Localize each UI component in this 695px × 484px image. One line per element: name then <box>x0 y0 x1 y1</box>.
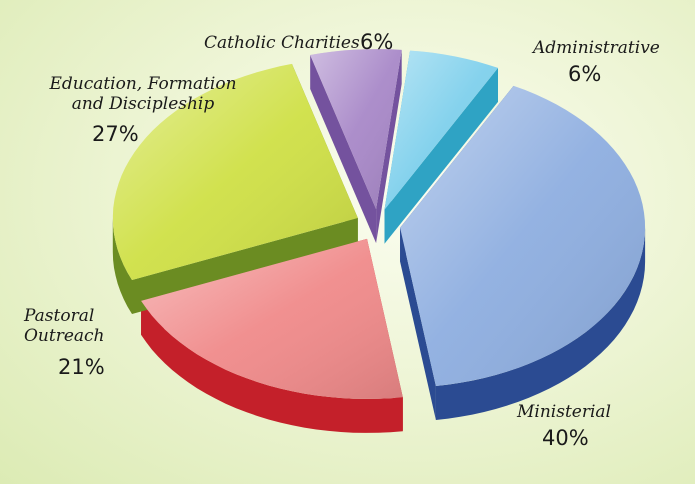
label-ministerial: Ministerial <box>517 402 611 422</box>
slice-highlight-administrative <box>384 50 498 210</box>
pct-administrative: 6% <box>568 62 602 86</box>
slice-side-catholic-charities <box>376 49 402 244</box>
slice-wall-pastoral-outreach <box>141 300 403 433</box>
slice-wall-education-formation-and-discipleship <box>112 218 132 314</box>
label-catholic-charities: Catholic Charities <box>204 33 360 53</box>
pct-catholic-charities: 6% <box>360 30 394 54</box>
slice-highlight-catholic-charities <box>310 49 402 210</box>
pct-education: 27% <box>92 122 139 146</box>
slice-side-catholic-charities <box>310 55 377 244</box>
slice-side-ministerial <box>400 227 436 420</box>
slice-wall-ministerial <box>435 227 646 420</box>
slice-highlight-education-formation-and-discipleship <box>112 63 358 281</box>
slice-side-administrative <box>384 67 498 244</box>
label-pastoral-outreach: Pastoral Outreach <box>24 306 105 346</box>
slice-highlight-pastoral-outreach <box>141 238 403 399</box>
pct-pastoral-outreach: 21% <box>58 355 105 379</box>
label-administrative: Administrative <box>533 38 660 58</box>
pct-ministerial: 40% <box>542 426 589 450</box>
label-education: Education, Formation and Discipleship <box>49 74 237 114</box>
slice-highlight-ministerial <box>400 85 646 387</box>
